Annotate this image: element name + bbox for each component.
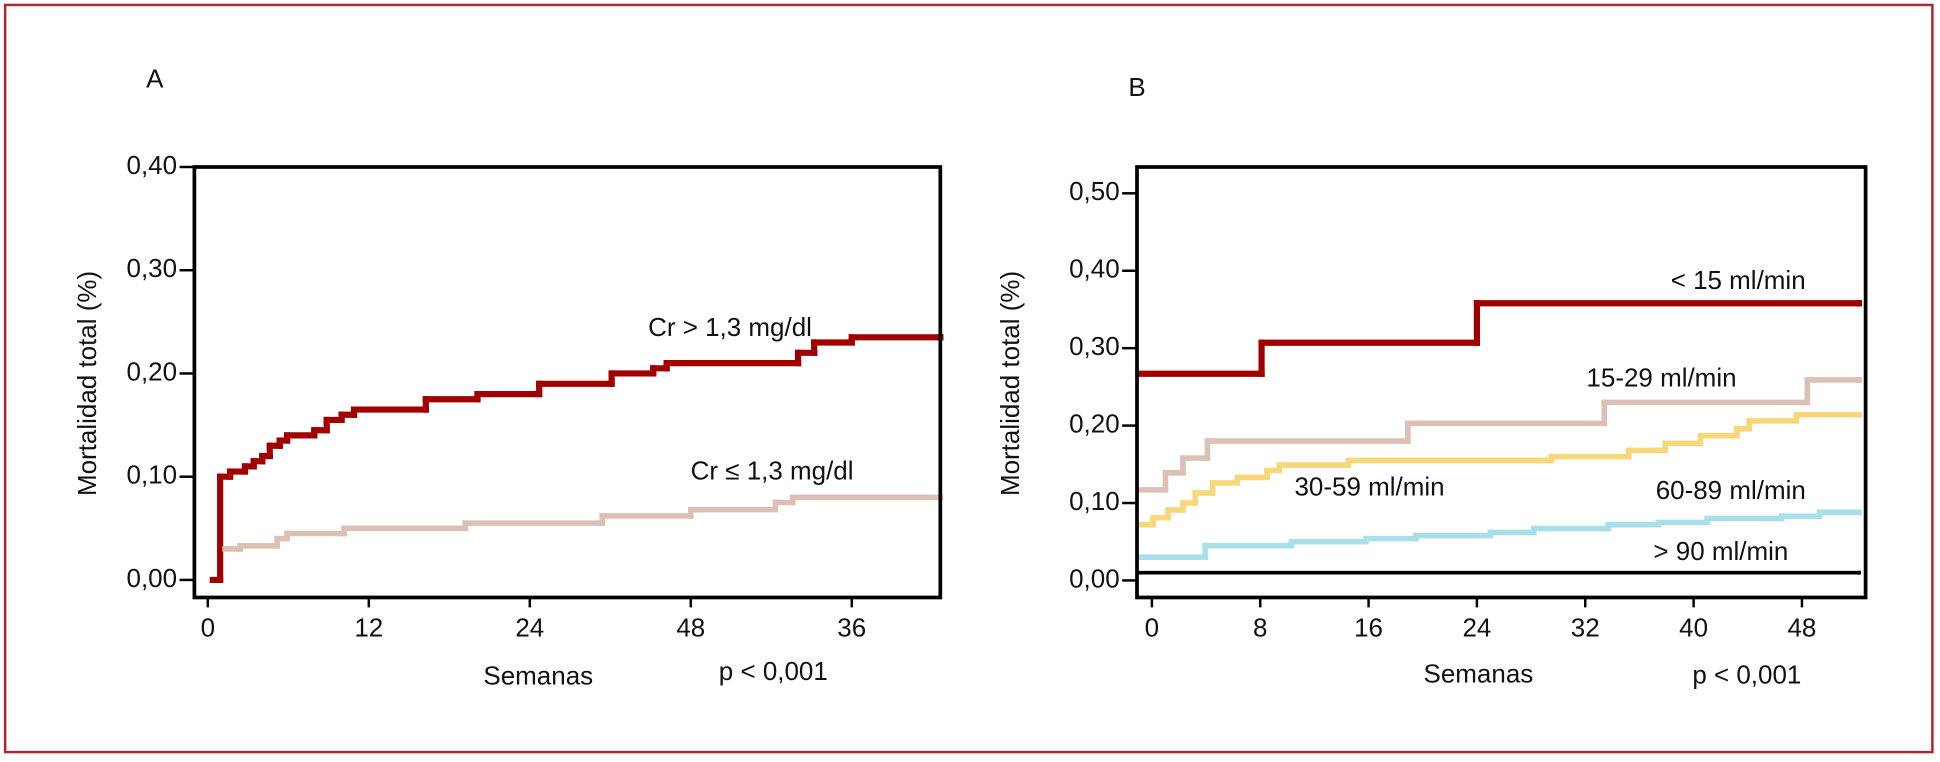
y-tick-label: 0,10: [1069, 486, 1120, 516]
series-label: Cr ≤ 1,3 mg/dl: [691, 455, 854, 485]
y-tick-label: 0,30: [127, 253, 178, 283]
x-tick-label: 16: [1354, 612, 1383, 642]
y-tick-label: 0,40: [127, 150, 178, 180]
y-tick-label: 0,50: [1069, 176, 1120, 206]
y-tick-label: 0,40: [1069, 254, 1120, 284]
plot-box: [1135, 165, 1868, 600]
x-tick-label: 48: [676, 612, 705, 642]
y-tick-label: 0,20: [127, 356, 178, 386]
series-label: 60-89 ml/min: [1656, 475, 1806, 505]
x-tick-label: 32: [1571, 612, 1600, 642]
panel-title: A: [146, 63, 164, 93]
x-axis-label: Semanas: [483, 661, 593, 691]
y-tick-label: 0,10: [127, 460, 178, 490]
series-label: Cr > 1,3 mg/dl: [648, 312, 812, 342]
x-tick-label: 0: [201, 612, 215, 642]
series-label: < 15 ml/min: [1671, 265, 1806, 295]
x-tick-label: 0: [1145, 612, 1159, 642]
y-tick-label: 0,00: [1069, 563, 1120, 593]
y-axis-label: Mortalidad total (%): [995, 271, 1025, 496]
y-tick-label: 0,00: [127, 563, 178, 593]
frame: [3, 3, 1934, 754]
y-tick-label: 0,30: [1069, 331, 1120, 361]
series-label: 30-59 ml/min: [1295, 471, 1445, 501]
x-tick-label: 40: [1679, 612, 1708, 642]
plot-box: [192, 165, 943, 600]
y-axis-label: Mortalidad total (%): [72, 271, 102, 496]
series-label: 15-29 ml/min: [1586, 363, 1736, 393]
x-tick-label: 12: [354, 612, 383, 642]
x-tick-label: 24: [515, 612, 544, 642]
x-tick-label: 24: [1462, 612, 1491, 642]
p-value: p < 0,001: [719, 656, 828, 686]
panel-title: B: [1128, 72, 1145, 102]
series-label: > 90 ml/min: [1653, 536, 1788, 566]
p-value: p < 0,001: [1692, 660, 1801, 690]
x-tick-label: 8: [1253, 612, 1267, 642]
x-tick-label: 36: [837, 612, 866, 642]
x-axis-label: Semanas: [1424, 658, 1534, 688]
x-tick-label: 48: [1788, 612, 1817, 642]
y-tick-label: 0,20: [1069, 408, 1120, 438]
